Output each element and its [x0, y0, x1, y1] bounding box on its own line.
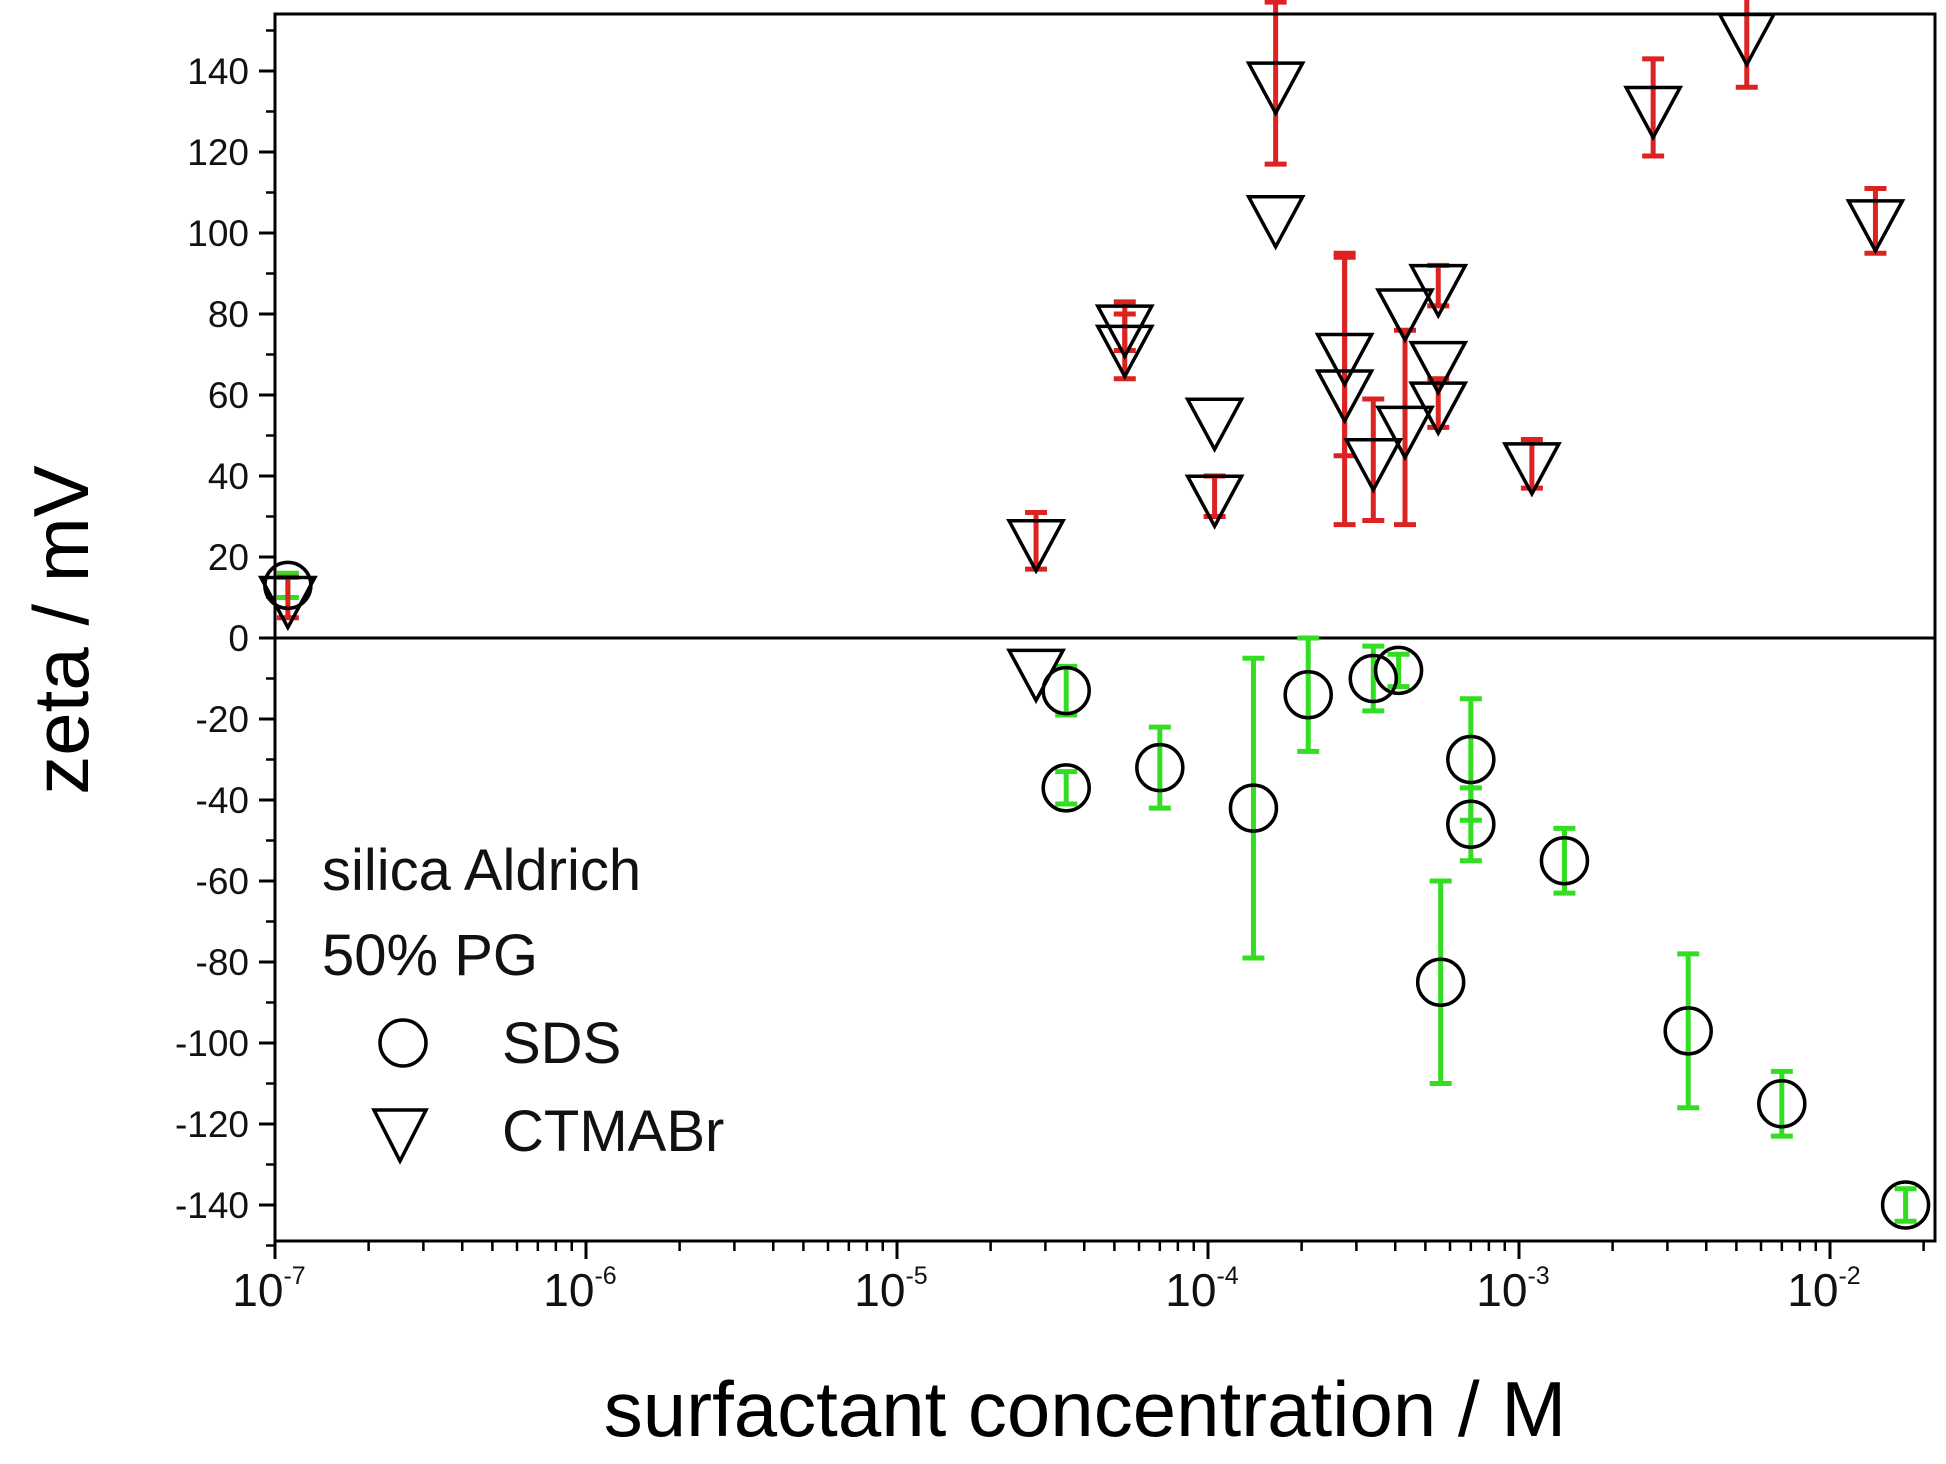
y-axis-title: zeta / mV [17, 465, 105, 794]
y-tick-label: 40 [208, 456, 249, 497]
legend-sds-circle-icon [378, 1018, 428, 1068]
annotation-solvent: 50% PG [322, 923, 538, 988]
ctmabr-point [1623, 85, 1684, 142]
y-tick-label: 20 [208, 537, 249, 578]
ctmabr-point [1094, 324, 1155, 381]
ctmabr-point [1408, 340, 1469, 397]
y-tick-label: -20 [196, 699, 249, 740]
y-tick-label: -60 [196, 861, 249, 902]
sds-point [1446, 799, 1496, 850]
legend-ctmabr-triangle-icon [371, 1108, 429, 1165]
y-tick-label: -80 [196, 942, 249, 983]
ctmabr-point [1408, 381, 1469, 437]
sds-point [1348, 653, 1399, 704]
tick-labels-layer: 140 120 100 80 60 40 20 0 -20 -40 -60 -80 -100 -120 -1… [175, 51, 1861, 1316]
x-tick-label: 10-4 [1165, 1262, 1238, 1316]
ctmabr-point [1845, 199, 1906, 255]
ctmabr-point [1375, 405, 1435, 462]
ctmabr-point [1408, 263, 1469, 320]
x-axis-title: surfactant concentration / M [604, 1365, 1566, 1453]
y-tick-label: -140 [175, 1185, 249, 1226]
x-tick-label: 10-5 [854, 1262, 927, 1316]
ctmabr-point [1314, 332, 1375, 389]
sds-point [1283, 669, 1333, 720]
sds-point [1228, 783, 1279, 833]
y-tick-label: 80 [208, 294, 249, 335]
plot-frame [273, 12, 1937, 1243]
x-tick-label: 10-6 [543, 1262, 616, 1316]
y-tick-label: 100 [187, 213, 249, 254]
ctmabr-point [1245, 61, 1306, 117]
y-tick-label: -100 [175, 1023, 249, 1064]
ctmabr-point [1343, 438, 1404, 494]
x-tick-label: 10-7 [232, 1262, 305, 1316]
sds-point [1041, 763, 1091, 813]
legend-label-sds: SDS [502, 1011, 621, 1076]
ctmabr-point [1184, 474, 1245, 530]
y-tick-label: 0 [228, 618, 249, 659]
sds-point [1446, 734, 1496, 785]
ctmabr-point [1314, 369, 1375, 425]
ctmabr-point [1094, 304, 1155, 360]
sds-point [1373, 645, 1424, 696]
y-tick-label: -120 [175, 1104, 249, 1145]
y-tick-label: -40 [196, 780, 249, 821]
ctmabr-point [1184, 397, 1245, 453]
ctmabr-point [1375, 288, 1435, 344]
ctmabr-point [1501, 442, 1562, 498]
sds-point [1880, 1180, 1931, 1230]
x-tick-label: 10-2 [1787, 1262, 1860, 1316]
annotation-block: silica Aldrich 50% PG [322, 838, 641, 988]
y-tick-label: 60 [208, 375, 249, 416]
legend-label-ctmabr: CTMABr [502, 1099, 724, 1164]
sds-point [1135, 742, 1185, 793]
ctmabr-point [1006, 648, 1067, 705]
x-tick-label: 10-3 [1476, 1262, 1549, 1316]
annotation-sample: silica Aldrich [322, 838, 641, 903]
sds-point [1539, 836, 1590, 886]
ctmabr-point [1006, 519, 1067, 575]
axes-layer [259, 12, 1937, 1259]
sds-point [1757, 1079, 1807, 1129]
markers-layer [257, 12, 1931, 1230]
sds-point [1415, 957, 1466, 1007]
ctmabr-point [1245, 195, 1306, 251]
sds-point [1663, 1006, 1713, 1056]
y-tick-label: 140 [187, 51, 249, 92]
legend: SDS CTMABr [371, 1011, 724, 1165]
y-tick-label: 120 [187, 132, 249, 173]
